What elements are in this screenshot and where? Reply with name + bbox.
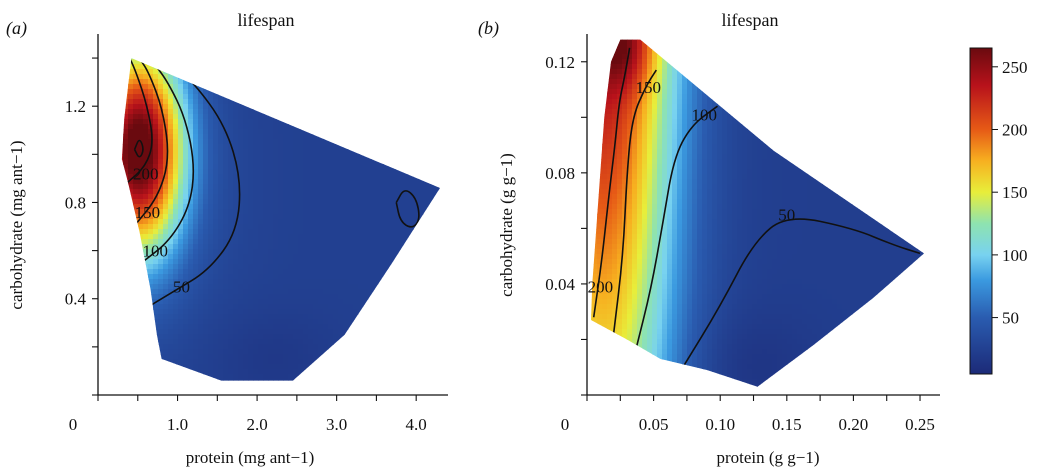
contour-line — [141, 62, 195, 264]
x-tick-label: 0.25 — [905, 415, 935, 434]
panel-a-origin-label: 0 — [69, 415, 78, 434]
contour-line — [635, 105, 718, 348]
panel-b-axes: 0.05 0.10 0.15 0.20 0.25 0.04 0.08 0.12 — [545, 34, 940, 434]
panel-b-title: lifespan — [722, 10, 779, 30]
contour-line — [141, 62, 241, 312]
colorbar-tick-label: 150 — [1002, 183, 1028, 202]
panel-b-letter: (b) — [478, 18, 499, 39]
contour-label: 50 — [778, 206, 795, 225]
contour-label: 150 — [636, 78, 662, 97]
x-tick-label: 0.05 — [639, 415, 669, 434]
colorbar: 50 100 150 200 250 — [969, 47, 1028, 375]
x-tick-label: 1.0 — [167, 415, 188, 434]
x-tick-label: 0.10 — [705, 415, 735, 434]
contour-line — [682, 218, 921, 368]
x-tick-label: 4.0 — [406, 415, 427, 434]
contour-label: 100 — [691, 106, 717, 125]
contour-label: 50 — [173, 278, 190, 297]
panel-a-title: lifespan — [238, 10, 295, 30]
contour-label: 200 — [133, 165, 159, 184]
contour-label: 100 — [143, 242, 169, 261]
colorbar-tick-label: 250 — [1002, 58, 1028, 77]
colorbar-tick-label: 100 — [1002, 246, 1028, 265]
colorbar-tick-label: 50 — [1002, 309, 1019, 328]
contour-line — [133, 58, 169, 228]
panel-b-y-axis-label: carbohydrate (g g−1) — [497, 153, 516, 297]
y-tick-label: 0.8 — [65, 193, 86, 212]
contour-line — [133, 139, 144, 158]
y-tick-label: 1.2 — [65, 97, 86, 116]
x-tick-label: 0.20 — [839, 415, 869, 434]
contour-line — [612, 69, 657, 334]
contour-line — [126, 58, 153, 184]
contour-label: 200 — [588, 278, 614, 297]
colorbar-ticks: 50 100 150 200 250 — [992, 58, 1028, 328]
x-tick-label: 3.0 — [326, 415, 347, 434]
panel-a-y-axis-label: carbohydrate (mg ant−1) — [7, 140, 26, 309]
panel-b-x-axis-label: protein (g g−1) — [716, 448, 819, 467]
panel-a-x-axis-label: protein (mg ant−1) — [186, 448, 315, 467]
contour-label: 150 — [135, 203, 161, 222]
panel-b-contours: 200 150 100 50 — [588, 47, 921, 368]
y-tick-label: 0.4 — [65, 290, 87, 309]
y-tick-label: 0.08 — [545, 164, 575, 183]
colorbar-gradient — [969, 47, 993, 375]
x-tick-label: 0.15 — [772, 415, 802, 434]
contour-line — [592, 47, 631, 318]
panel-a-letter: (a) — [6, 18, 27, 39]
colorbar-tick-label: 200 — [1002, 121, 1028, 140]
y-tick-label: 0.04 — [545, 275, 575, 294]
y-tick-label: 0.12 — [545, 53, 575, 72]
x-tick-label: 2.0 — [246, 415, 267, 434]
contour-line — [395, 190, 420, 228]
panel-b-origin-label: 0 — [561, 415, 570, 434]
panel-a-axes: 1.0 2.0 3.0 4.0 0.4 0.8 1.2 — [65, 34, 448, 434]
panel-b: (b) lifespan 200 150 100 50 0.05 0.10 0.15 0.2… — [478, 10, 940, 467]
